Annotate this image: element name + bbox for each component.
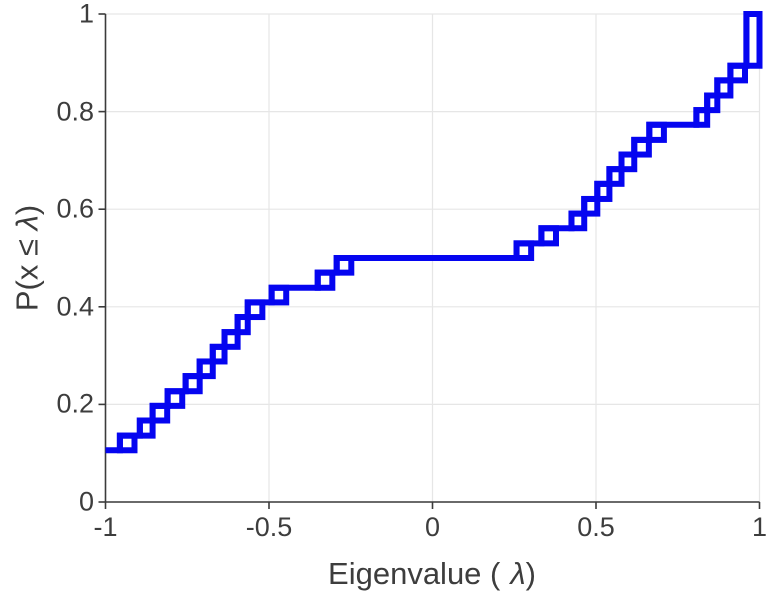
- cdf-staircase-path: [105, 11, 760, 454]
- y-tick-label: 0.2: [56, 388, 94, 419]
- axes-spines: [98, 13, 761, 509]
- x-tick-label: -0.5: [245, 512, 293, 542]
- x-tick-label: 0: [424, 512, 441, 542]
- y-tick-label: 0.6: [56, 193, 94, 224]
- x-tick-label: 1: [751, 512, 768, 542]
- x-tick-label: 0.5: [577, 512, 615, 542]
- y-tick-label: 1: [78, 0, 94, 29]
- x-axis-label: Eigenvalue ( λ): [328, 558, 536, 589]
- x-axis-label-text: Eigenvalue (: [328, 556, 501, 591]
- y-tick-label: 0: [78, 486, 94, 517]
- x-axis-label-close: ): [525, 556, 536, 591]
- y-tick-label: 0.8: [56, 96, 94, 127]
- eigenvalue-cdf-line: [105, 11, 763, 454]
- lambda-symbol: λ: [510, 556, 526, 591]
- x-tick-label: -1: [93, 512, 118, 542]
- y-tick-label: 0.4: [56, 291, 94, 322]
